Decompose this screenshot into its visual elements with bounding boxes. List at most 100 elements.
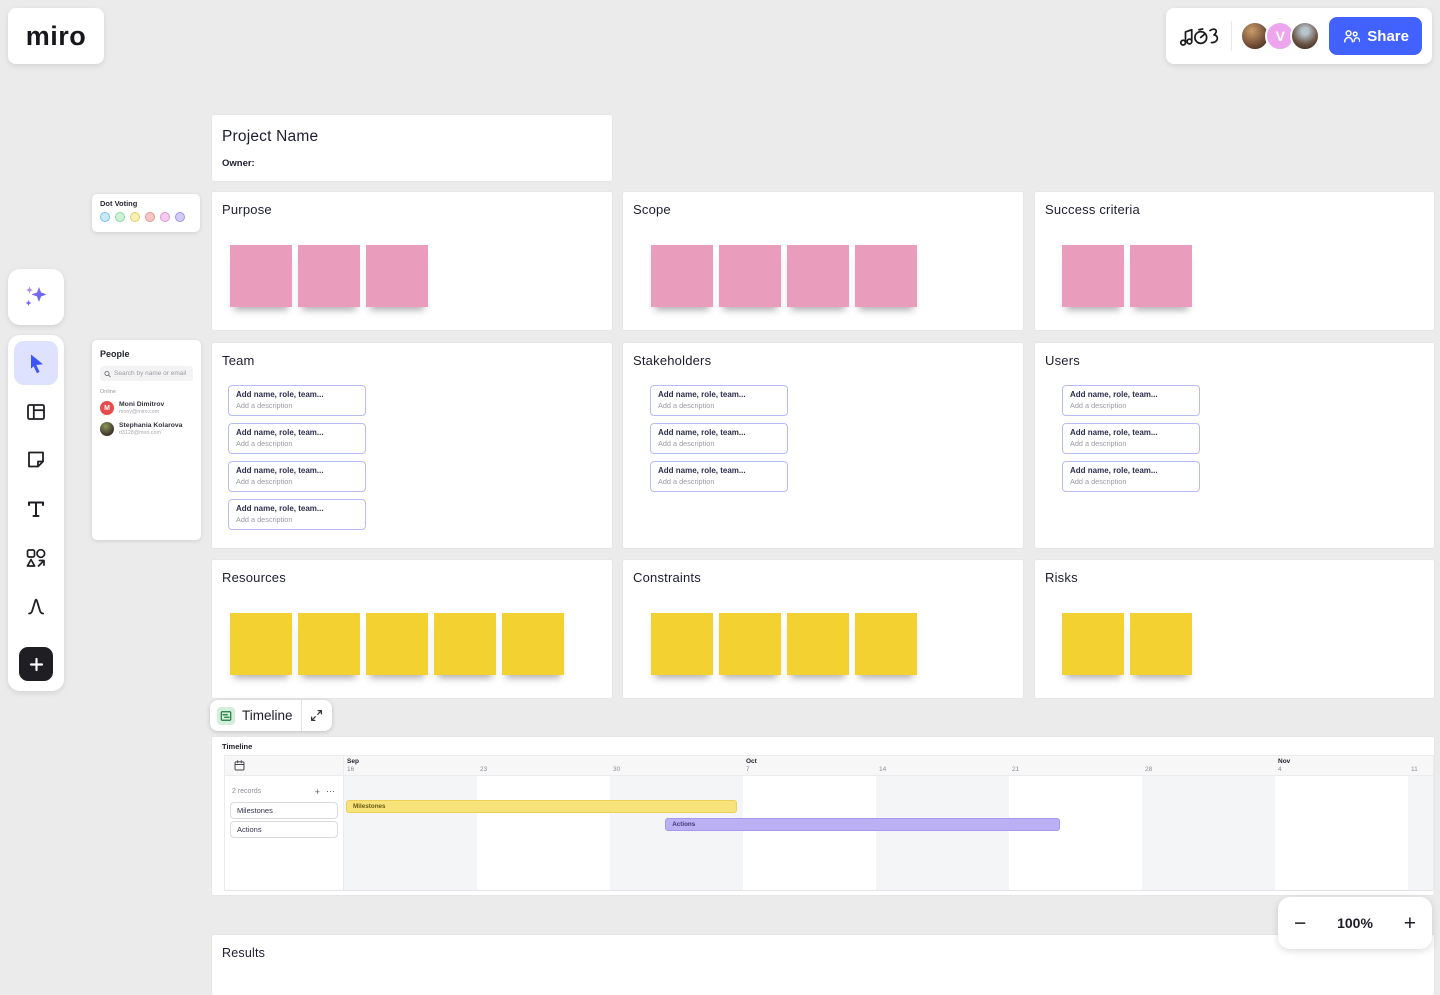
person-card[interactable]: Add name, role, team... Add a description [228, 499, 366, 530]
frame-results[interactable]: Results [212, 935, 1434, 995]
user-avatar [100, 422, 114, 437]
select-tool[interactable] [14, 341, 58, 385]
cards-column: Add name, role, team... Add a description… [650, 385, 788, 492]
miro-logo[interactable]: miro [8, 8, 104, 64]
timeline-left-column: 2 records + ⋯ Milestones Actions [225, 756, 344, 890]
people-search[interactable] [100, 366, 193, 381]
date-tick: 11 [1411, 766, 1418, 773]
person-card[interactable]: Add name, role, team... Add a description [650, 461, 788, 492]
vote-dot-yellow[interactable] [130, 212, 140, 222]
person-card[interactable]: Add name, role, team... Add a description [650, 385, 788, 416]
timeline-widget-pill[interactable]: Timeline [210, 700, 332, 731]
sticky-note[interactable] [1062, 613, 1124, 675]
person-card[interactable]: Add name, role, team... Add a description [228, 385, 366, 416]
person-card-description: Add a description [658, 439, 715, 448]
sticky-note[interactable] [502, 613, 564, 675]
sticky-note[interactable] [1130, 245, 1192, 307]
sticky-row [230, 245, 428, 307]
sticky-note[interactable] [719, 613, 781, 675]
expand-timeline-button[interactable] [302, 700, 333, 731]
frame-users[interactable]: Users Add name, role, team... Add a descr… [1035, 343, 1434, 548]
sticky-note[interactable] [434, 613, 496, 675]
sticky-note[interactable] [855, 245, 917, 307]
sticky-note[interactable] [366, 245, 428, 307]
sticky-note[interactable] [787, 613, 849, 675]
person-card[interactable]: Add name, role, team... Add a description [1062, 461, 1200, 492]
sticky-note[interactable] [230, 613, 292, 675]
frame-timeline[interactable]: Timeline 16 Sep 23 30 7 Oct 14 21 28 4 Nov 11 2 rec… [212, 737, 1434, 895]
user-list-item[interactable]: M Moni Dimitrov mony@miro.com [100, 401, 193, 416]
sticky-note[interactable] [298, 613, 360, 675]
sticky-note[interactable] [787, 245, 849, 307]
person-card[interactable]: Add name, role, team... Add a description [1062, 385, 1200, 416]
frame-title: Risks [1045, 570, 1078, 585]
person-card[interactable]: Add name, role, team... Add a description [228, 461, 366, 492]
frame-project-name[interactable]: Project Name Owner: [212, 115, 612, 181]
zoom-out-button[interactable]: − [1294, 911, 1307, 935]
timeline-row-actions[interactable]: Actions [230, 821, 338, 838]
ai-assistant-button[interactable] [8, 269, 64, 325]
frame-title: Users [1045, 353, 1080, 368]
shapes-tool[interactable] [14, 536, 58, 580]
person-card[interactable]: Add name, role, team... Add a description [228, 423, 366, 454]
vote-dot-purple[interactable] [175, 212, 185, 222]
dot-voting-title: Dot Voting [100, 199, 138, 208]
person-card-description: Add a description [658, 401, 715, 410]
share-people-icon [1344, 30, 1361, 43]
frame-team[interactable]: Team Add name, role, team... Add a descri… [212, 343, 612, 548]
vote-dot-blue[interactable] [100, 212, 110, 222]
person-card-title: Add name, role, team... [1070, 428, 1158, 437]
zoom-level[interactable]: 100% [1337, 915, 1373, 931]
sticky-note[interactable] [651, 245, 713, 307]
sticky-note[interactable] [366, 613, 428, 675]
frame-purpose[interactable]: Purpose [212, 192, 612, 330]
frame-resources[interactable]: Resources [212, 560, 612, 698]
sticky-note[interactable] [230, 245, 292, 307]
sticky-note[interactable] [1062, 245, 1124, 307]
person-card[interactable]: Add name, role, team... Add a description [1062, 423, 1200, 454]
cards-column: Add name, role, team... Add a description… [1062, 385, 1200, 492]
person-card[interactable]: Add name, role, team... Add a description [650, 423, 788, 454]
date-tick: 4 [1278, 766, 1282, 773]
more-options-button[interactable]: ⋯ [326, 786, 335, 796]
sticky-row [651, 613, 917, 675]
collaborator-avatars[interactable]: V [1240, 21, 1321, 51]
timeline-row-milestones[interactable]: Milestones [230, 802, 338, 819]
frame-scope[interactable]: Scope [623, 192, 1023, 330]
sticky-note[interactable] [1130, 613, 1192, 675]
topbar-divider [1230, 21, 1232, 51]
gantt-bar-milestones[interactable]: Milestones [346, 800, 737, 813]
frame-constraints[interactable]: Constraints [623, 560, 1023, 698]
date-tick: 30 [613, 766, 621, 773]
vote-dot-red[interactable] [145, 212, 155, 222]
calendar-icon[interactable] [233, 759, 246, 772]
zoom-in-button[interactable]: + [1403, 911, 1416, 935]
frames-tool[interactable] [14, 390, 58, 434]
pen-tool[interactable] [14, 585, 58, 629]
avatar-user-photo-2[interactable] [1290, 21, 1321, 51]
frame-success-criteria[interactable]: Success criteria [1035, 192, 1434, 330]
vote-dot-green[interactable] [115, 212, 125, 222]
sticky-note[interactable] [651, 613, 713, 675]
week-stripe [610, 776, 743, 890]
add-record-button[interactable]: + [314, 786, 320, 797]
gantt-bar-actions[interactable]: Actions [665, 818, 1061, 831]
frame-stakeholders[interactable]: Stakeholders Add name, role, team... Add … [623, 343, 1023, 548]
sticky-note[interactable] [855, 613, 917, 675]
sticky-note[interactable] [298, 245, 360, 307]
month-label: Nov [1278, 757, 1291, 765]
user-list-item[interactable]: Stephania Kolarova d3128@miro.com [100, 422, 193, 437]
text-tool[interactable] [14, 487, 58, 531]
timeline-frame-title: Timeline [222, 742, 253, 751]
people-search-input[interactable] [114, 370, 189, 377]
timeline-grid[interactable]: Milestones Actions [344, 776, 1433, 890]
vote-dot-pink[interactable] [160, 212, 170, 222]
add-apps-button[interactable] [14, 642, 58, 686]
frame-risks[interactable]: Risks [1035, 560, 1434, 698]
miro-logo-text: miro [25, 20, 87, 51]
sticky-note[interactable] [719, 245, 781, 307]
sticky-note-tool[interactable] [14, 438, 58, 482]
dot-voting-panel: Dot Voting [92, 194, 200, 232]
share-button[interactable]: Share [1329, 17, 1422, 55]
